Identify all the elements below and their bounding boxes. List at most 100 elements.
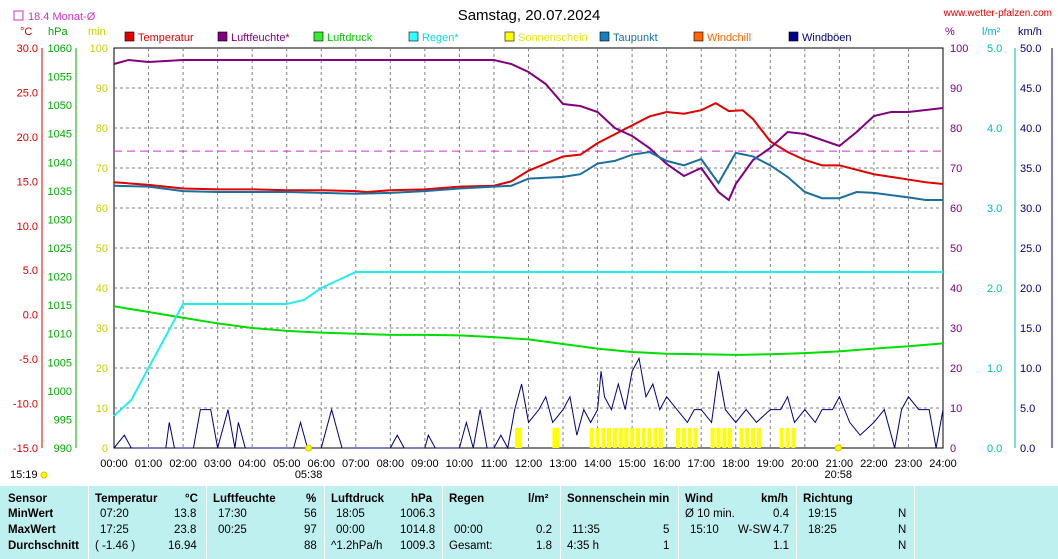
tick-label-percent: 40 [950, 283, 962, 295]
pressure-max-time: 00:00 [336, 524, 365, 536]
tick-label-hpa: 1005 [48, 357, 72, 369]
tick-label-min: 70 [96, 163, 108, 175]
tick-label-time: 18:00 [722, 458, 750, 470]
legend-swatch [217, 31, 228, 42]
tick-label-lm2: 5.0 [987, 43, 1002, 55]
sunshine-bar [716, 428, 721, 448]
tick-label-kmh: 30.0 [1020, 203, 1041, 215]
temperature-line [113, 101, 944, 194]
direction-max-time: 18:25 [808, 524, 837, 536]
sunshine-bar [751, 428, 756, 448]
sunshine-bar [601, 428, 606, 448]
tick-label-lm2: 2.0 [987, 283, 1002, 295]
wind-avg10-label: Ø 10 min. [685, 508, 735, 520]
sunshine-bar [727, 428, 732, 448]
legend-label: Windböen [802, 32, 852, 44]
tick-label-time: 17:00 [687, 458, 715, 470]
tick-label-percent: 50 [950, 243, 962, 255]
direction-max-value: N [898, 524, 907, 536]
wind-unit: km/h [761, 493, 788, 505]
legend-label: Sonnenschein [518, 32, 588, 44]
legend-swatch [788, 31, 799, 42]
dewpoint-line [113, 150, 943, 201]
sunshine-bar [589, 428, 594, 448]
tick-label-time: 11:00 [481, 458, 508, 470]
sunshine-bar [635, 428, 640, 448]
axis-unit-kmh: km/h [1018, 26, 1042, 38]
sunshine-bar [791, 428, 796, 448]
pressure-line [113, 305, 944, 356]
tick-label-kmh: 35.0 [1020, 163, 1041, 175]
legend-label: Luftfeuchte* [231, 32, 290, 44]
tick-label-celsius: 10.0 [17, 221, 38, 233]
tick-label-time: 01:00 [135, 458, 163, 470]
tick-label-min: 30 [96, 323, 108, 335]
rain-max-time: 00:00 [454, 524, 483, 536]
sunshine-total: 4:35 h [567, 540, 599, 552]
sunshine-bar [745, 428, 750, 448]
pressure-max-value: 1014.8 [400, 524, 436, 536]
rain-max-value: 0.2 [536, 524, 552, 536]
legend-label: Regen* [422, 32, 459, 44]
tick-label-min: 20 [96, 363, 108, 375]
station-time: 15:19 [10, 469, 38, 481]
monthly-avg-label: 18.4 Monat-Ø [28, 11, 96, 23]
sunshine-bar [595, 428, 600, 448]
sunshine-bar [658, 428, 663, 448]
sunset-time: 20:58 [824, 469, 852, 481]
tick-label-celsius: 30.0 [17, 43, 38, 55]
sunshine-avg-value: 1 [663, 540, 670, 552]
legend-label: Windchill [707, 32, 751, 44]
tick-label-min: 90 [96, 83, 108, 95]
tick-label-percent: 30 [950, 323, 962, 335]
tick-label-time: 22:00 [860, 458, 888, 470]
tick-label-hpa: 1045 [48, 129, 72, 141]
sunshine-bar [785, 428, 790, 448]
table-divider [324, 486, 325, 559]
tick-label-percent: 70 [950, 163, 962, 175]
tick-label-celsius: 25.0 [17, 87, 38, 99]
sunshine-bar [681, 428, 686, 448]
sunshine-bar [756, 428, 761, 448]
table-divider [206, 486, 207, 559]
tick-label-min: 50 [96, 243, 108, 255]
row-label-avg: Durchschnitt [8, 540, 79, 552]
tick-label-celsius: -10.0 [13, 399, 38, 411]
tick-label-hpa: 1060 [48, 43, 72, 55]
sunshine-bar [606, 428, 611, 448]
tick-label-percent: 60 [950, 203, 962, 215]
sunshine-bar [710, 428, 715, 448]
rain-line [113, 271, 943, 417]
weather-chart: Samstag, 20.07.2024 www.wetter-pfalzen.co… [10, 7, 1053, 481]
tick-label-time: 20:00 [791, 458, 819, 470]
tick-label-min: 0 [102, 443, 108, 455]
tick-label-time: 08:00 [377, 458, 405, 470]
temperature-unit: °C [185, 493, 198, 505]
humidity-max-time: 00:25 [218, 524, 247, 536]
tick-label-min: 40 [96, 283, 108, 295]
direction-avg-value: N [898, 540, 907, 552]
tick-label-time: 06:00 [307, 458, 335, 470]
table-divider [914, 486, 915, 559]
tick-label-time: 15:00 [618, 458, 646, 470]
pressure-avg-value: 1009.3 [400, 540, 436, 552]
temperature-max-time: 17:25 [100, 524, 129, 536]
tick-label-celsius: -5.0 [19, 354, 38, 366]
tick-label-percent: 0 [950, 443, 956, 455]
axis-unit-celsius: °C [20, 26, 32, 38]
tick-label-celsius: 20.0 [17, 132, 38, 144]
humidity-unit: % [306, 493, 317, 505]
tick-label-kmh: 50.0 [1020, 43, 1041, 55]
temperature-min-value: 13.8 [174, 508, 197, 520]
rain-total-label: Gesamt: [449, 540, 493, 552]
sunshine-bar [517, 428, 522, 448]
direction-header: Richtung [803, 493, 853, 505]
wind-max-value: 4.7 [773, 524, 789, 536]
sunshine-max-time: 11:35 [572, 524, 600, 536]
legend-label: Luftdruck [327, 32, 373, 44]
table-divider [796, 486, 797, 559]
sunshine-bar [779, 428, 784, 448]
tick-label-time: 13:00 [549, 458, 577, 470]
humidity-header: Luftfeuchte [213, 493, 276, 505]
tick-label-time: 14:00 [584, 458, 612, 470]
